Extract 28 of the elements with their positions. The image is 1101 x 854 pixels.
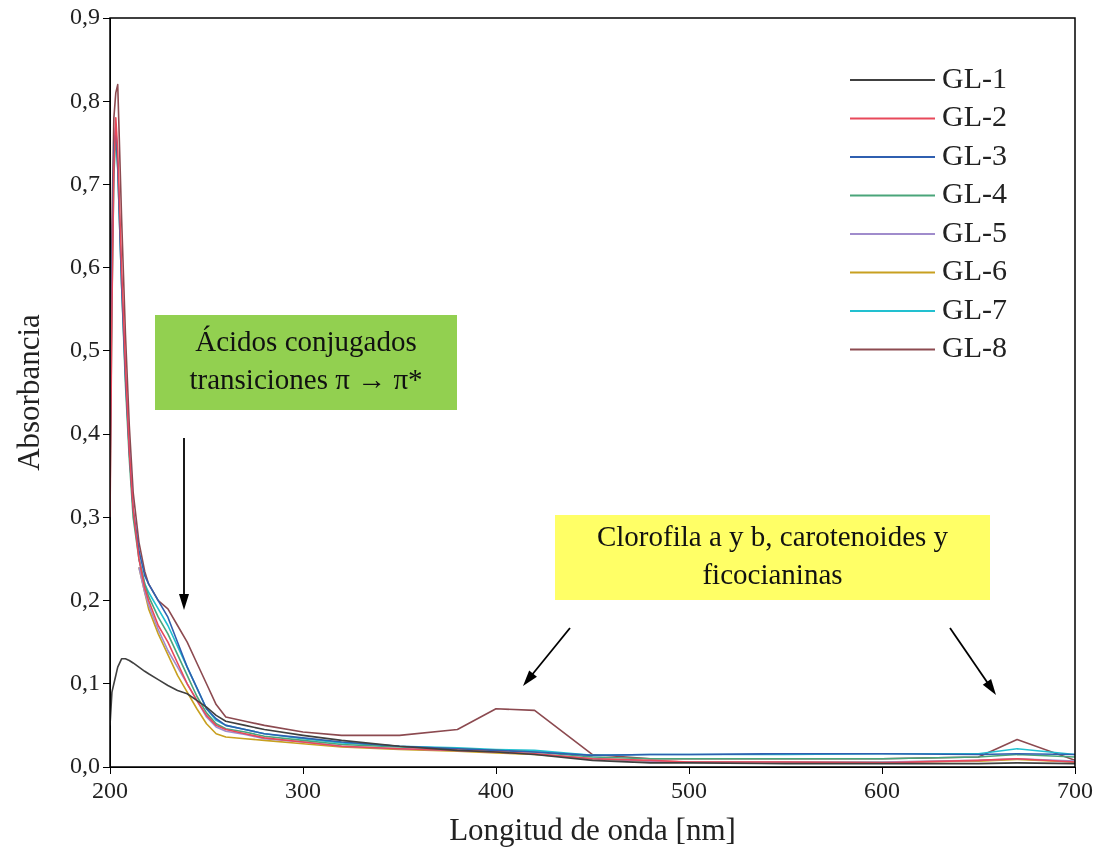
y-tick-label: 0,4 bbox=[70, 419, 100, 446]
legend-label: GL-8 bbox=[942, 330, 1007, 364]
y-tick-label: 0,0 bbox=[70, 752, 100, 779]
x-tick-label: 400 bbox=[478, 776, 514, 803]
annotation: Clorofila a y b, carotenoides y ficocianinas bbox=[596, 520, 949, 591]
y-tick-label: 0,2 bbox=[70, 585, 100, 612]
y-tick-label: 0,5 bbox=[70, 336, 100, 363]
x-tick-label: 500 bbox=[671, 776, 707, 803]
x-tick-label: 600 bbox=[864, 776, 900, 803]
y-tick-label: 0,1 bbox=[70, 669, 100, 696]
y-tick-label: 0,8 bbox=[70, 86, 100, 113]
y-axis-title: Absorbancia bbox=[10, 313, 46, 471]
legend-label: GL-3 bbox=[942, 137, 1007, 171]
legend-label: GL-7 bbox=[942, 291, 1007, 325]
legend-label: GL-2 bbox=[942, 99, 1007, 133]
y-tick-label: 0,6 bbox=[70, 252, 100, 279]
x-axis-title: Longitud de onda [nm] bbox=[449, 811, 736, 847]
annotation: Ácidos conjugados transiciones π → π* bbox=[189, 325, 423, 396]
y-tick-label: 0,9 bbox=[70, 3, 100, 30]
y-tick-label: 0,7 bbox=[70, 169, 100, 196]
y-tick-label: 0,3 bbox=[70, 502, 100, 529]
legend-label: GL-4 bbox=[942, 176, 1007, 210]
x-tick-label: 300 bbox=[285, 776, 321, 803]
legend-label: GL-6 bbox=[942, 253, 1007, 287]
legend-label: GL-1 bbox=[942, 60, 1007, 94]
x-tick-label: 200 bbox=[92, 776, 128, 803]
x-tick-label: 700 bbox=[1057, 776, 1093, 803]
legend-label: GL-5 bbox=[942, 214, 1007, 248]
